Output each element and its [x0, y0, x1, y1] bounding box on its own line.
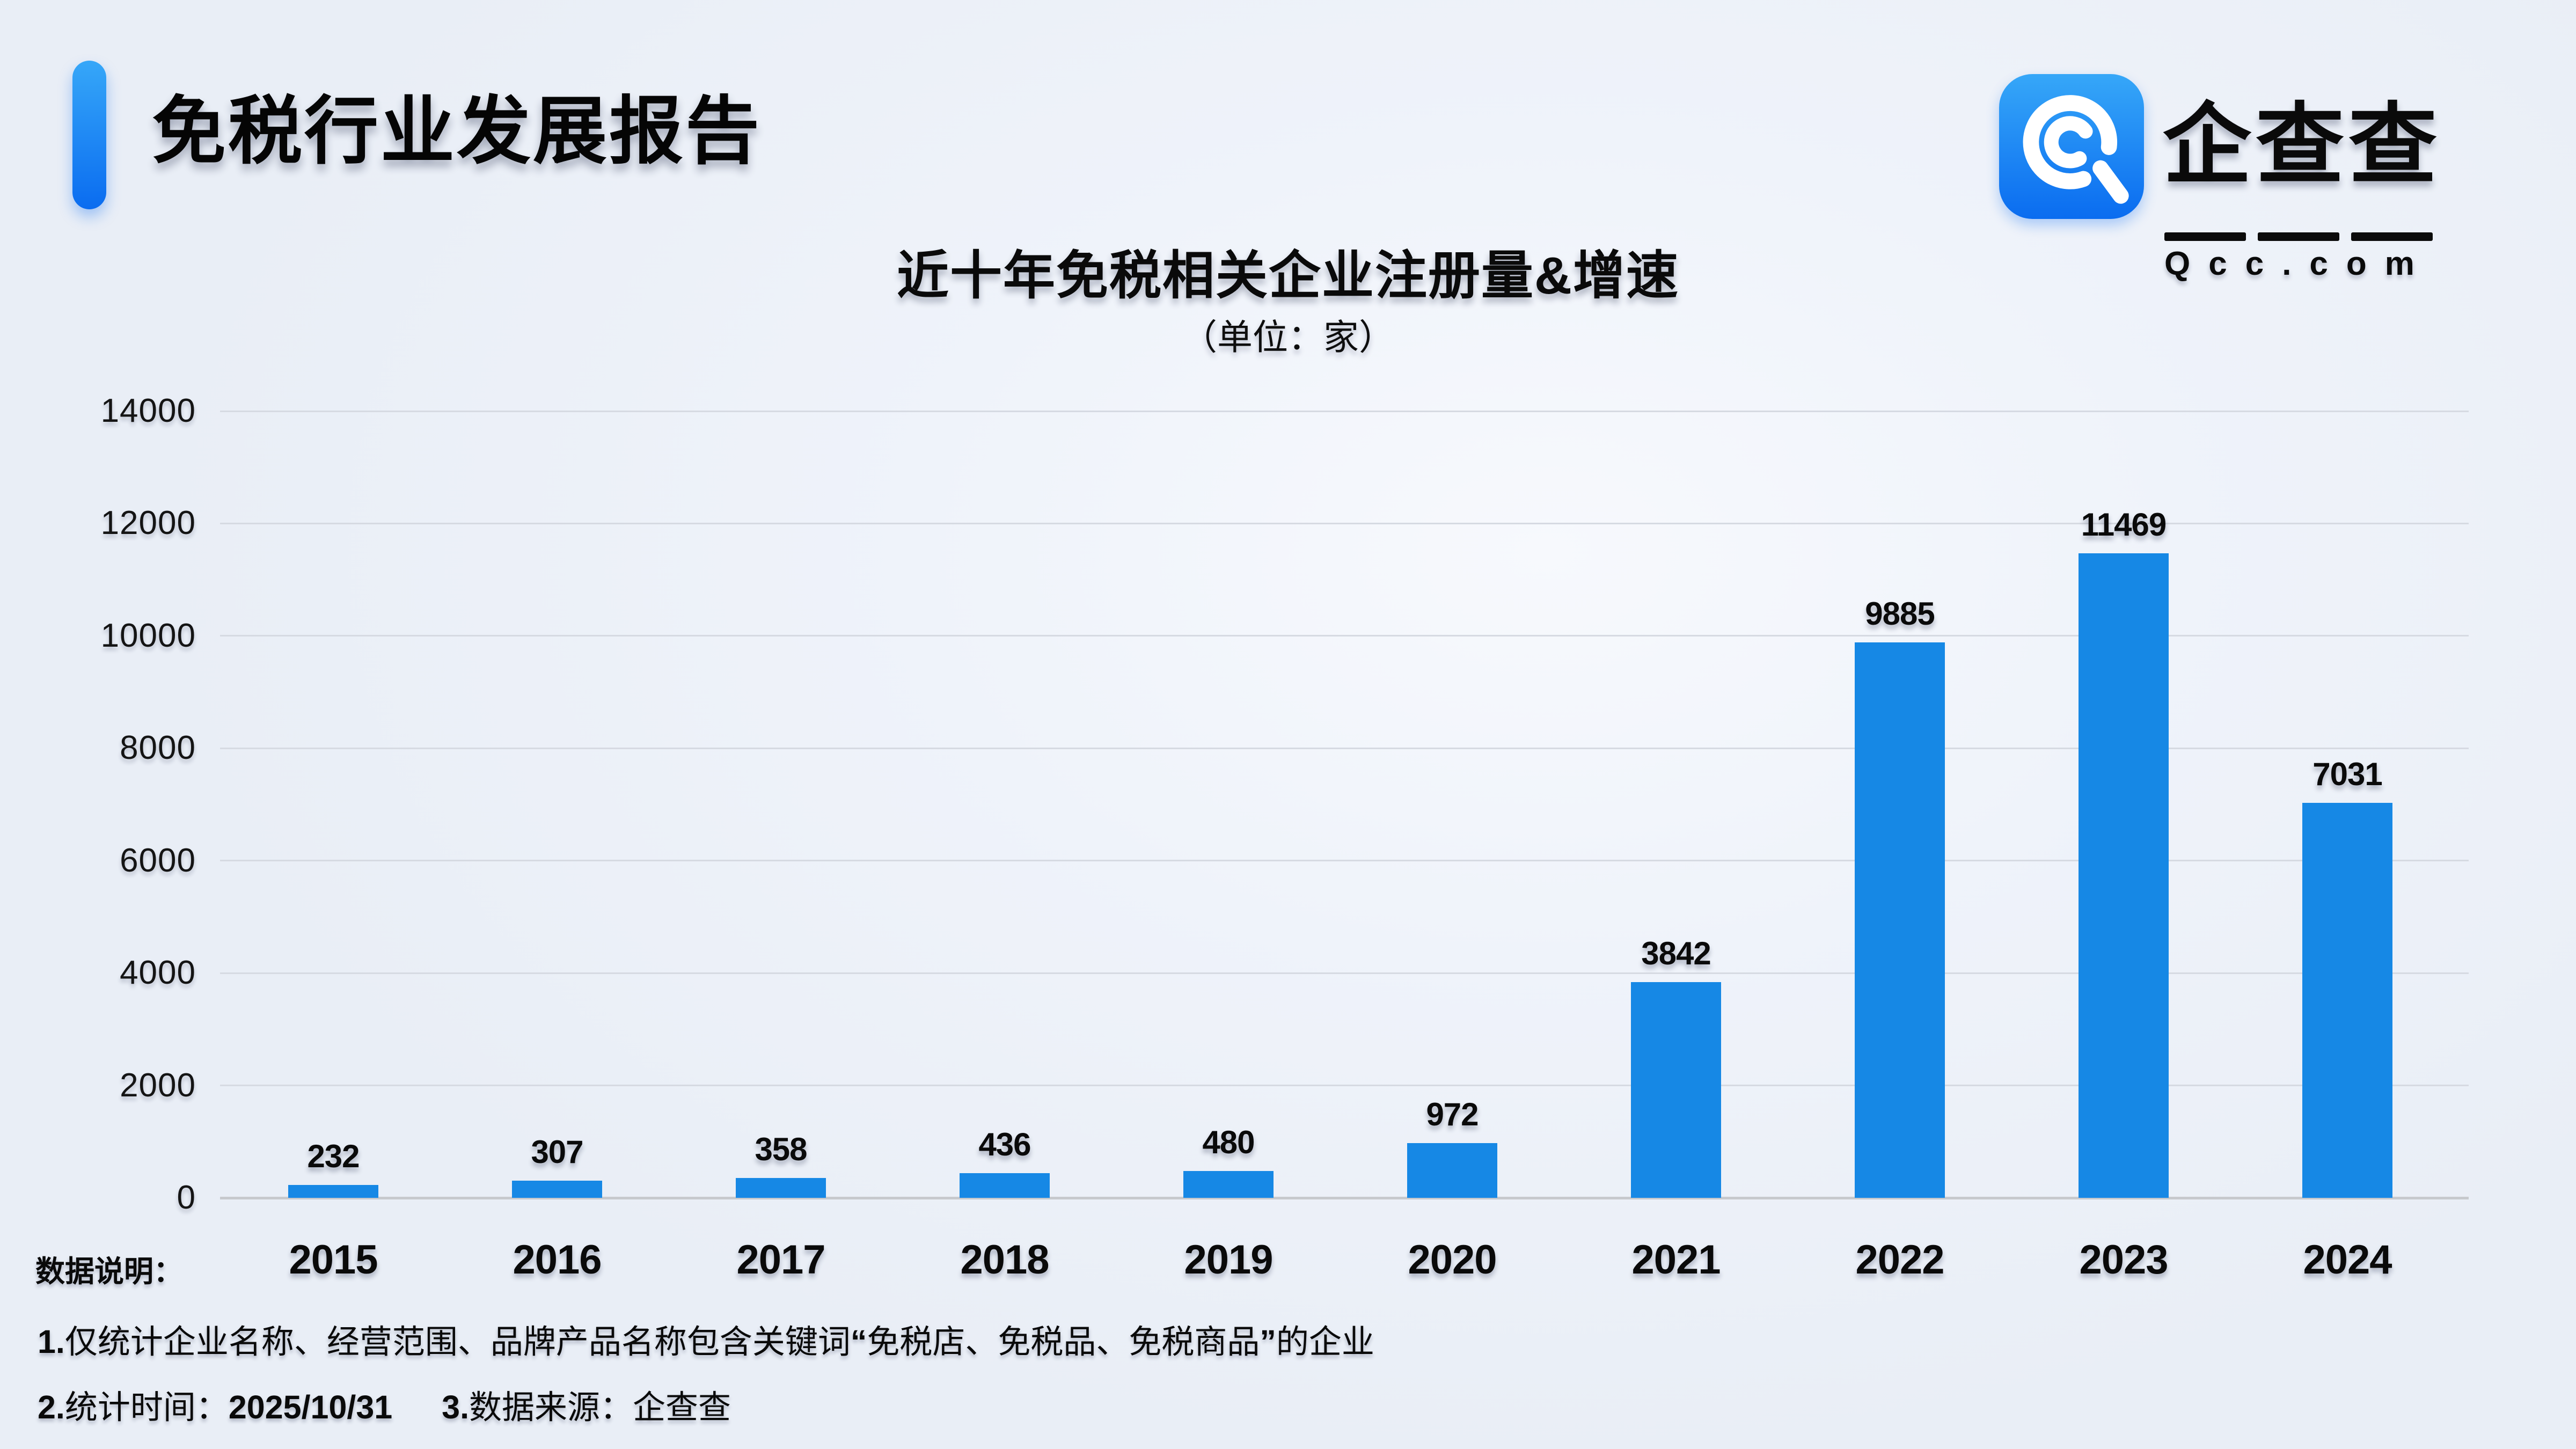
brand-underline — [2351, 232, 2433, 241]
brand-underline — [2258, 232, 2339, 241]
y-axis-label-6000: 6000 — [120, 841, 196, 879]
brand-domain: Qcc.com — [2164, 245, 2433, 282]
x-axis-label-2016: 2016 — [513, 1237, 602, 1283]
bar-value-label-2018: 436 — [978, 1126, 1031, 1163]
chart-subtitle: （单位：家） — [1182, 317, 1394, 357]
bar-2017 — [736, 1177, 826, 1198]
note-3-text: 3.数据来源：企查查 — [442, 1389, 731, 1425]
y-axis-label-4000: 4000 — [120, 954, 196, 992]
x-axis-label-2021: 2021 — [1631, 1237, 1721, 1283]
bar-value-label-2015: 232 — [307, 1138, 360, 1174]
gridline-2000 — [220, 1085, 2469, 1087]
bar-value-label-2023: 11469 — [2081, 507, 2167, 543]
bar-2024 — [2302, 802, 2392, 1198]
qcc-spiral-icon — [1999, 74, 2144, 219]
brand-underline — [2164, 232, 2246, 241]
bar-2015 — [288, 1184, 378, 1198]
bar-value-label-2021: 3842 — [1641, 935, 1711, 971]
x-axis-line — [220, 1196, 2469, 1199]
notes-label: 数据说明： — [35, 1255, 184, 1288]
gridline-14000 — [220, 410, 2469, 412]
gridline-6000 — [220, 860, 2469, 862]
x-axis-label-2018: 2018 — [960, 1237, 1049, 1283]
note-1-text: 1.仅统计企业名称、经营范围、品牌产品名称包含关键词“免税店、免税品、免税商品”… — [38, 1323, 1374, 1360]
gridline-12000 — [220, 522, 2469, 524]
x-axis-label-2020: 2020 — [1408, 1237, 1497, 1283]
bar-2016 — [512, 1180, 602, 1198]
gridline-10000 — [220, 635, 2469, 637]
title-accent-bar — [72, 61, 106, 209]
bar-2019 — [1183, 1170, 1274, 1198]
x-axis-label-2023: 2023 — [2079, 1237, 2168, 1283]
y-axis-label-0: 0 — [177, 1179, 196, 1216]
bar-value-label-2017: 358 — [755, 1131, 807, 1167]
bar-value-label-2024: 7031 — [2312, 756, 2382, 792]
x-axis-label-2019: 2019 — [1184, 1237, 1273, 1283]
note-line-2: 2.统计时间：2025/10/31 3.数据来源：企查查 — [38, 1380, 731, 1428]
bar-value-label-2016: 307 — [531, 1133, 583, 1170]
x-axis-label-2017: 2017 — [736, 1237, 825, 1283]
qcc-logo: 企查查 Qcc.com — [1999, 74, 2471, 282]
y-axis-label-12000: 12000 — [100, 504, 196, 542]
note-line-1: 1.仅统计企业名称、经营范围、品牌产品名称包含关键词“免税店、免税品、免税商品”… — [38, 1315, 1374, 1363]
gridline-8000 — [220, 747, 2469, 749]
y-axis-label-2000: 2000 — [120, 1066, 196, 1104]
note-2-text: 2.统计时间：2025/10/31 — [38, 1389, 393, 1425]
bar-2021 — [1631, 982, 1721, 1198]
gridline-4000 — [220, 972, 2469, 974]
y-axis-label-14000: 14000 — [100, 392, 196, 429]
bar-value-label-2020: 972 — [1426, 1096, 1479, 1133]
bar-2022 — [1855, 642, 1945, 1198]
bar-value-label-2022: 9885 — [1865, 595, 1935, 632]
brand-name: 企查查 — [2163, 96, 2441, 194]
x-axis-label-2015: 2015 — [289, 1237, 378, 1283]
bar-2023 — [2079, 553, 2169, 1198]
y-axis-label-10000: 10000 — [100, 617, 196, 654]
y-axis-label-8000: 8000 — [120, 729, 196, 767]
bar-2020 — [1407, 1143, 1497, 1198]
chart-title: 近十年免税相关企业注册量&增速 — [896, 246, 1680, 305]
bar-2018 — [960, 1173, 1050, 1198]
page-title: 免税行业发展报告 — [152, 90, 762, 173]
x-axis-label-2024: 2024 — [2303, 1237, 2392, 1283]
bar-value-label-2019: 480 — [1202, 1124, 1255, 1160]
x-axis-label-2022: 2022 — [1855, 1237, 1944, 1283]
